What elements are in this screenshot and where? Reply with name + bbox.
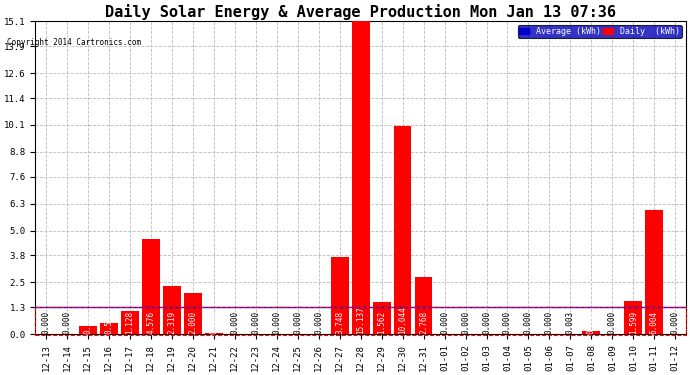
- Bar: [352, 21, 370, 334]
- Text: 0.557: 0.557: [104, 311, 113, 334]
- Text: 0.000: 0.000: [62, 311, 71, 334]
- Bar: [79, 327, 97, 334]
- Text: 2.768: 2.768: [419, 311, 428, 334]
- Text: 0.000: 0.000: [671, 311, 680, 334]
- Text: 2.000: 2.000: [188, 311, 197, 334]
- Text: 4.576: 4.576: [146, 311, 155, 334]
- Text: 0.000: 0.000: [503, 311, 512, 334]
- Text: 0.375: 0.375: [83, 311, 92, 334]
- Text: 0.150: 0.150: [587, 311, 596, 334]
- Text: 0.000: 0.000: [251, 311, 260, 334]
- Bar: [394, 126, 411, 334]
- Text: 15.137: 15.137: [356, 306, 365, 334]
- Bar: [205, 333, 223, 334]
- Text: 1.128: 1.128: [126, 311, 135, 334]
- Title: Daily Solar Energy & Average Production Mon Jan 13 07:36: Daily Solar Energy & Average Production …: [105, 4, 616, 20]
- Text: 0.000: 0.000: [230, 311, 239, 334]
- Text: 0.077: 0.077: [209, 311, 218, 334]
- Bar: [184, 293, 201, 334]
- Text: 0.000: 0.000: [41, 311, 50, 334]
- Text: 0.000: 0.000: [482, 311, 491, 334]
- Bar: [35, 307, 686, 335]
- Text: 3.748: 3.748: [335, 311, 344, 334]
- Text: 0.000: 0.000: [461, 311, 470, 334]
- Text: 1.599: 1.599: [629, 311, 638, 334]
- Bar: [100, 323, 118, 334]
- Text: 0.000: 0.000: [608, 311, 617, 334]
- Bar: [645, 210, 663, 334]
- Text: 0.000: 0.000: [272, 311, 282, 334]
- Legend: Average (kWh), Daily  (kWh): Average (kWh), Daily (kWh): [518, 26, 682, 38]
- Text: Copyright 2014 Cartronics.com: Copyright 2014 Cartronics.com: [7, 38, 141, 47]
- Text: 0.000: 0.000: [293, 311, 302, 334]
- Bar: [121, 311, 139, 334]
- Bar: [415, 277, 433, 334]
- Bar: [373, 302, 391, 334]
- Text: 6.004: 6.004: [650, 311, 659, 334]
- Text: 10.044: 10.044: [398, 306, 407, 334]
- Text: 0.000: 0.000: [524, 311, 533, 334]
- Text: 0.000: 0.000: [545, 311, 554, 334]
- Bar: [331, 256, 348, 334]
- Bar: [624, 301, 642, 334]
- Bar: [142, 239, 159, 334]
- Bar: [582, 331, 600, 334]
- Text: 0.000: 0.000: [440, 311, 449, 334]
- Text: 1.562: 1.562: [377, 311, 386, 334]
- Text: 0.000: 0.000: [314, 311, 323, 334]
- Text: 2.319: 2.319: [167, 311, 176, 334]
- Bar: [163, 286, 181, 334]
- Text: 0.003: 0.003: [566, 311, 575, 334]
